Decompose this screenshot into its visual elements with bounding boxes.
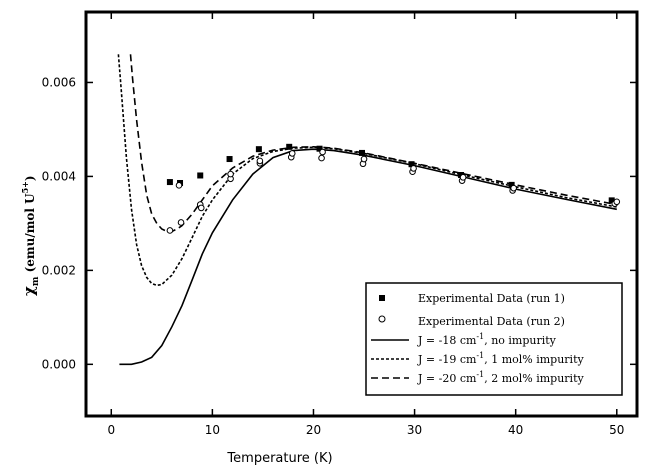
data-point-square: [255, 146, 262, 153]
x-axis-label: Temperature (K): [226, 451, 332, 466]
plot-frame: [84, 10, 639, 418]
data-point-square: [508, 181, 515, 188]
experimental-points: [166, 143, 621, 234]
data-point-circle: [459, 174, 467, 181]
legend-entry-j18: J = -18 cm-1, no impurity: [417, 332, 557, 347]
model-curve-solid: [119, 148, 617, 366]
legend-j20-sup: -1: [476, 370, 484, 379]
x-tick-label: 20: [306, 423, 321, 437]
x-tick-label: 50: [609, 423, 624, 437]
y-axis-sup: 5+: [20, 181, 30, 193]
legend-j19-sup: -1: [476, 351, 484, 360]
data-point-square: [226, 156, 233, 163]
data-point-square: [408, 161, 415, 168]
data-point-square: [286, 143, 293, 150]
legend-box: [365, 282, 623, 396]
y-axis-sub: m: [31, 276, 41, 286]
x-tick-label: 30: [407, 423, 422, 437]
legend-j18-post: , no impurity: [484, 334, 556, 347]
data-point-circle: [166, 227, 174, 234]
data-point-square: [166, 179, 173, 186]
legend-j20-post: , 2 mol% impurity: [484, 372, 584, 385]
legend-marker-square: [379, 295, 385, 301]
model-curves: [117, 54, 617, 366]
data-point-circle: [227, 170, 234, 178]
data-point-circle: [410, 165, 417, 172]
axis-ticks: 0 10 20 30 40 50 0.000 0.002 0.004 0.006: [42, 12, 637, 437]
data-point-circle: [256, 157, 264, 165]
data-point-circle: [360, 155, 368, 163]
data-point-circle: [177, 219, 185, 226]
legend-j19-pre: J = -19 cm: [417, 353, 477, 366]
data-point-circle: [318, 154, 325, 162]
data-point-circle: [175, 182, 183, 189]
legend-j18-pre: J = -18 cm: [417, 334, 477, 347]
data-point-square: [608, 197, 615, 204]
legend-j18-sup: -1: [476, 332, 484, 341]
x-tick-label: 40: [508, 423, 523, 437]
y-axis-units: (emu/mol U: [23, 193, 37, 277]
legend-j19-post: , 1 mol% impurity: [484, 353, 584, 366]
legend-entry-j19: J = -19 cm-1, 1 mol% impurity: [417, 351, 584, 366]
legend-entry-run2: Experimental Data (run 2): [418, 315, 565, 328]
y-tick-label: 0.000: [42, 357, 76, 371]
legend-entry-j20: J = -20 cm-1, 2 mol% impurity: [417, 370, 584, 385]
y-tick-label: 0.004: [42, 169, 76, 183]
x-tick-label: 0: [107, 423, 115, 437]
y-tick-label: 0.006: [42, 75, 76, 89]
model-curve-dotted: [117, 54, 617, 287]
x-tick-label: 10: [205, 423, 220, 437]
y-axis-label: χm (emu/mol U5+): [20, 175, 41, 296]
data-point-circle: [510, 184, 517, 192]
data-point-circle: [319, 148, 326, 156]
data-point-circle: [197, 204, 205, 212]
legend-entry-run1: Experimental Data (run 1): [418, 292, 565, 305]
y-axis-close: ): [23, 175, 37, 181]
y-axis-symbol: χ: [20, 286, 38, 296]
data-point-square: [316, 145, 323, 152]
legend-marker-circle: [378, 315, 386, 323]
data-point-square: [359, 149, 366, 156]
legend-j20-pre: J = -20 cm: [417, 372, 477, 385]
y-tick-label: 0.002: [42, 263, 76, 277]
data-point-circle: [288, 150, 296, 157]
data-point-circle: [613, 198, 621, 206]
model-curve-dashed: [129, 54, 617, 233]
data-point-square: [197, 172, 204, 179]
legend: Experimental Data (run 1) Experimental D…: [365, 282, 623, 396]
